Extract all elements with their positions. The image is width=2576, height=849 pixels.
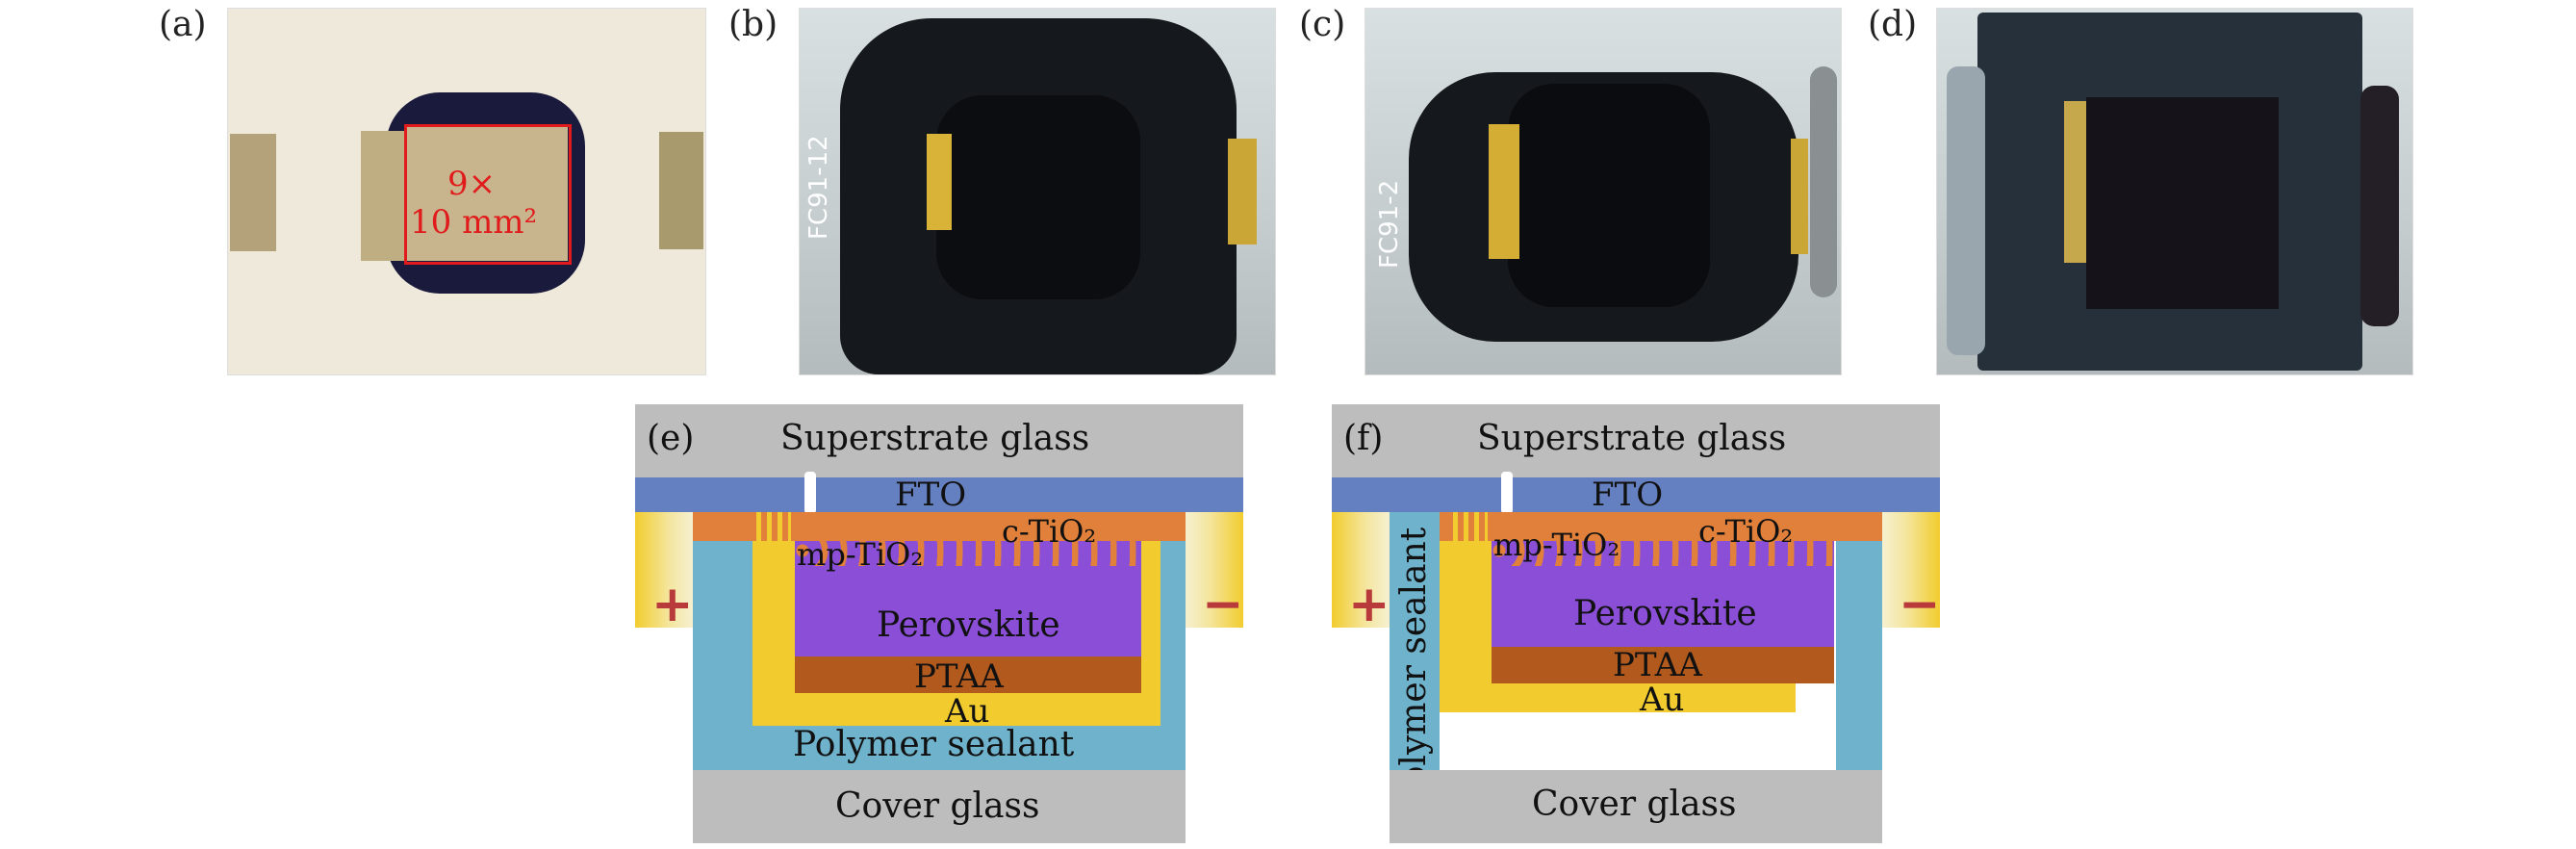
superstrate-label: Superstrate glass	[1477, 419, 1787, 458]
ptaa-label: PTAA	[914, 657, 1004, 696]
area-label-line2: 10 mm²	[410, 203, 538, 242]
minus-icon: −	[1202, 576, 1244, 633]
cover-glass	[1390, 770, 1882, 843]
area-label-line1: 9×	[447, 165, 497, 203]
c-tio2-label: c-TiO₂	[1002, 513, 1097, 550]
substrate-mark: FC91-12	[804, 135, 833, 240]
diagram-f: Superstrate glass (f) FTO + − mp-TiO₂ c-…	[1328, 404, 1944, 843]
panel-label-f: (f)	[1343, 419, 1384, 458]
cover-glass	[693, 770, 1186, 843]
panel-label-b: (b)	[728, 5, 778, 44]
sealant-smear	[1810, 66, 1837, 297]
panel-label-c: (c)	[1299, 5, 1346, 44]
au-label: Au	[945, 692, 990, 731]
device-photo-c: FC91-2	[1365, 8, 1842, 375]
contact-left	[635, 512, 693, 628]
perovskite-label: Perovskite	[1573, 594, 1757, 633]
plus-icon: +	[651, 576, 694, 633]
au-label: Au	[1640, 681, 1685, 719]
c-tio2-label: c-TiO₂	[1698, 513, 1794, 550]
gold-tab-right	[1228, 139, 1257, 244]
mp-tio2-label: mp-TiO₂	[797, 536, 924, 573]
ptaa-layer	[1492, 647, 1834, 683]
fto-layer	[1332, 477, 1940, 512]
tio2-pillars	[1453, 512, 1488, 541]
sealant-label: Polymer sealant	[1394, 527, 1434, 809]
active-window	[936, 95, 1140, 299]
device-photo-b: FC91-12	[799, 8, 1276, 375]
active-area	[406, 124, 568, 261]
panel-label-d: (d)	[1868, 5, 1918, 44]
superstrate-glass	[1332, 404, 1940, 477]
device-photo-d	[1936, 8, 2413, 375]
active-window	[1508, 84, 1710, 307]
sealant-smear-left	[1947, 66, 1985, 355]
substrate-mark: FC91-2	[1375, 179, 1404, 269]
contact-pad-right	[659, 132, 703, 249]
mp-tio2-grains	[1492, 541, 1834, 566]
device-photo-a: 9× 10 mm²	[227, 8, 706, 375]
sealant-right	[1836, 541, 1882, 770]
sealant-left	[1390, 512, 1440, 770]
panel-label-a: (a)	[159, 5, 207, 44]
gold-tab-right	[1791, 139, 1808, 254]
diagram-e: Superstrate glass (e) FTO + − mp-TiO₂ c-…	[631, 404, 1247, 843]
gold-tab-left	[1489, 124, 1519, 259]
ptaa-label: PTAA	[1613, 646, 1702, 684]
fto-label: FTO	[895, 476, 967, 514]
sealant-strip-bottom	[1390, 770, 1440, 843]
contact-right	[1882, 512, 1940, 628]
mp-tio2-grains	[795, 541, 1141, 566]
minus-icon: −	[1899, 576, 1941, 633]
gold-tab-left	[927, 134, 952, 230]
contact-pad-left	[230, 134, 276, 251]
tio2-pillars	[756, 512, 791, 541]
perovskite-label: Perovskite	[877, 605, 1060, 645]
contact-right	[1186, 512, 1243, 628]
active-area-box	[404, 124, 572, 265]
contact-left	[1332, 512, 1390, 628]
ptaa-layer	[795, 656, 1141, 693]
plus-icon: +	[1348, 576, 1390, 633]
cover-glass-label: Cover glass	[1532, 785, 1737, 824]
cover-glass-label: Cover glass	[835, 786, 1040, 826]
active-window	[2086, 97, 2279, 309]
fto-label: FTO	[1592, 476, 1664, 514]
superstrate-label: Superstrate glass	[780, 419, 1090, 458]
gold-electrode	[361, 131, 409, 261]
panel-label-e: (e)	[647, 419, 695, 458]
mp-tio2-label: mp-TiO₂	[1493, 527, 1620, 563]
fto-layer	[635, 477, 1243, 512]
sealant-smear-right	[2360, 86, 2399, 326]
sealant-label: Polymer sealant	[793, 725, 1075, 764]
fto-scribe	[1501, 472, 1513, 514]
superstrate-glass	[635, 404, 1243, 477]
fto-scribe	[804, 472, 816, 514]
